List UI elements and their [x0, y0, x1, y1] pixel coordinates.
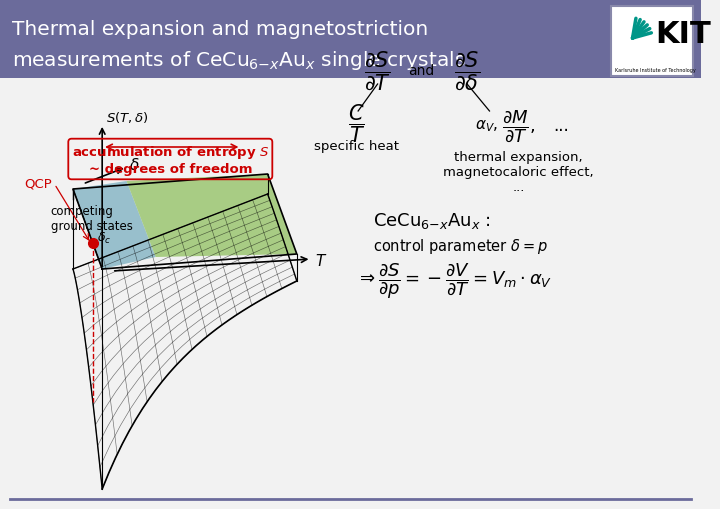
Text: thermal expansion,
magnetocaloric effect,
...: thermal expansion, magnetocaloric effect…	[444, 151, 594, 194]
Text: QCP: QCP	[24, 178, 52, 190]
Text: $\delta$: $\delta$	[130, 157, 140, 173]
Text: specific heat: specific heat	[314, 139, 399, 153]
Text: accumulation of entropy $S$
~ degrees of freedom: accumulation of entropy $S$ ~ degrees of…	[71, 144, 269, 176]
Text: $\delta_c$: $\delta_c$	[96, 231, 111, 245]
Text: $\dfrac{C}{T}$: $\dfrac{C}{T}$	[348, 103, 365, 145]
Text: ...: ...	[553, 117, 569, 135]
Text: KIT: KIT	[655, 19, 711, 48]
Text: Karlsruhe Institute of Technology: Karlsruhe Institute of Technology	[615, 68, 696, 73]
Text: and: and	[408, 64, 434, 78]
Text: measurements of CeCu$_{6\mathregular{-}x}$Au$_x$ single crystals: measurements of CeCu$_{6\mathregular{-}x…	[12, 49, 465, 72]
Polygon shape	[0, 0, 701, 78]
FancyBboxPatch shape	[611, 6, 693, 76]
Text: $\Rightarrow \dfrac{\partial S}{\partial p} = -\dfrac{\partial V}{\partial T} = : $\Rightarrow \dfrac{\partial S}{\partial…	[356, 261, 552, 301]
Text: $T$: $T$	[315, 253, 328, 269]
Text: $\dfrac{\partial S}{\partial \delta}$: $\dfrac{\partial S}{\partial \delta}$	[454, 49, 480, 93]
Polygon shape	[73, 181, 156, 269]
Text: $\alpha_V,$: $\alpha_V,$	[475, 118, 498, 134]
Text: $\dfrac{\partial M}{\partial T},$: $\dfrac{\partial M}{\partial T},$	[502, 108, 535, 144]
Polygon shape	[127, 174, 297, 257]
Text: competing
ground states: competing ground states	[50, 205, 132, 233]
Text: control parameter $\delta = p$: control parameter $\delta = p$	[373, 237, 548, 256]
Text: $\dfrac{\partial S}{\partial T}$: $\dfrac{\partial S}{\partial T}$	[364, 49, 391, 93]
Text: $S(T,\delta)$: $S(T,\delta)$	[106, 109, 148, 125]
Text: CeCu$_{6\mathregular{-}x}$Au$_x$ :: CeCu$_{6\mathregular{-}x}$Au$_x$ :	[373, 211, 490, 231]
Text: Thermal expansion and magnetostriction: Thermal expansion and magnetostriction	[12, 20, 428, 39]
